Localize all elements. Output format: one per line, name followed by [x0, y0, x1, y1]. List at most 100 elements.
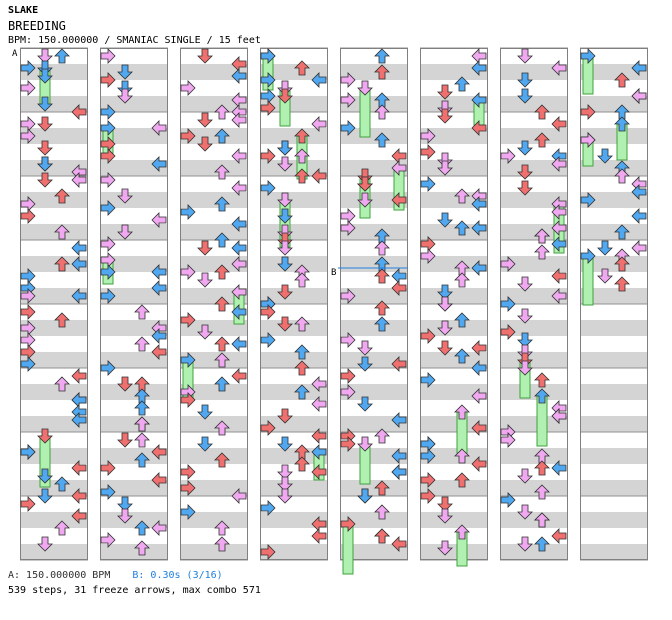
step-arrow	[534, 244, 550, 260]
step-arrow	[294, 272, 310, 288]
beat-stripe	[500, 256, 568, 272]
beat-stripe	[100, 160, 168, 176]
step-arrow	[260, 544, 276, 560]
beat-stripe	[580, 448, 648, 464]
beat-stripe	[340, 448, 408, 464]
beat-stripe	[260, 416, 328, 432]
step-arrow	[277, 80, 293, 96]
step-arrow	[20, 444, 36, 460]
beat-stripe	[500, 512, 568, 528]
step-arrow	[180, 312, 196, 328]
step-arrow	[631, 184, 647, 200]
step-arrow	[340, 72, 356, 88]
step-arrow	[517, 276, 533, 292]
step-arrow	[437, 108, 453, 124]
step-arrow	[294, 456, 310, 472]
step-arrow	[471, 388, 487, 404]
beat-stripe	[20, 480, 88, 496]
step-stats: 539 steps, 31 freeze arrows, max combo 5…	[8, 585, 261, 596]
step-arrow	[71, 256, 87, 272]
step-arrow	[517, 180, 533, 196]
step-arrow	[100, 532, 116, 548]
beat-stripe	[180, 544, 248, 560]
column-border	[580, 48, 648, 560]
step-arrow	[214, 376, 230, 392]
step-arrow	[134, 540, 150, 556]
step-arrow	[231, 216, 247, 232]
step-arrow	[374, 104, 390, 120]
step-arrow	[100, 48, 116, 64]
step-arrow	[357, 192, 373, 208]
step-arrow	[294, 148, 310, 164]
beat-stripe	[580, 64, 648, 80]
step-arrow	[357, 176, 373, 192]
step-arrow	[437, 320, 453, 336]
step-arrow	[420, 176, 436, 192]
beat-stripe	[340, 384, 408, 400]
beat-stripe	[180, 288, 248, 304]
step-arrow	[437, 540, 453, 556]
step-arrow	[260, 72, 276, 88]
beat-stripe	[100, 192, 168, 208]
step-arrow	[357, 356, 373, 372]
step-arrow	[151, 520, 167, 536]
step-arrow	[180, 464, 196, 480]
step-arrow	[54, 520, 70, 536]
beat-stripe	[420, 320, 488, 336]
beat-stripe	[340, 160, 408, 176]
step-arrow	[117, 376, 133, 392]
step-arrow	[391, 536, 407, 552]
step-arrow	[580, 132, 596, 148]
beat-stripe	[340, 224, 408, 240]
step-arrow	[454, 448, 470, 464]
beat-stripe	[180, 224, 248, 240]
step-arrow	[277, 256, 293, 272]
step-arrow	[374, 132, 390, 148]
beat-stripe	[20, 544, 88, 560]
step-arrow	[517, 164, 533, 180]
step-arrow	[277, 316, 293, 332]
beat-stripe	[260, 192, 328, 208]
beat-stripe	[20, 96, 88, 112]
beat-stripe	[260, 160, 328, 176]
step-arrow	[471, 420, 487, 436]
chart-column	[340, 47, 408, 575]
step-arrow	[374, 480, 390, 496]
step-arrow	[20, 208, 36, 224]
step-arrow	[260, 304, 276, 320]
step-arrow	[180, 264, 196, 280]
step-arrow	[20, 304, 36, 320]
step-arrow	[197, 436, 213, 452]
step-arrow	[71, 172, 87, 188]
step-arrow	[197, 272, 213, 288]
step-arrow	[517, 504, 533, 520]
step-arrow	[260, 332, 276, 348]
step-arrow	[277, 232, 293, 248]
step-arrow	[454, 220, 470, 236]
step-arrow	[534, 536, 550, 552]
step-arrow	[37, 536, 53, 552]
chart-column	[580, 47, 648, 561]
step-arrow	[311, 464, 327, 480]
song-title: BREEDING	[8, 19, 66, 33]
step-arrow	[277, 284, 293, 300]
step-arrow	[214, 452, 230, 468]
beat-stripe	[180, 64, 248, 80]
step-arrow	[631, 60, 647, 76]
step-arrow	[100, 264, 116, 280]
beat-stripe	[260, 288, 328, 304]
step-arrow	[134, 336, 150, 352]
step-arrow	[180, 352, 196, 368]
step-arrow	[231, 488, 247, 504]
step-arrow	[71, 460, 87, 476]
beat-stripe	[20, 64, 88, 80]
column-border	[420, 48, 488, 560]
step-arrow	[277, 140, 293, 156]
step-arrow	[437, 100, 453, 116]
beat-stripe	[100, 96, 168, 112]
beat-stripe	[420, 416, 488, 432]
step-arrow	[117, 80, 133, 96]
step-arrow	[471, 260, 487, 276]
step-arrow	[374, 268, 390, 284]
beat-stripe	[500, 96, 568, 112]
